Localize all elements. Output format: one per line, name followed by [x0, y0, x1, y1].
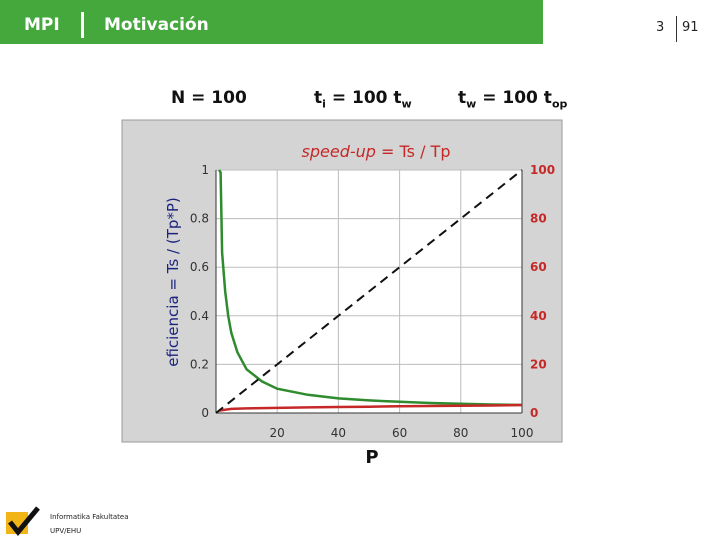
x-tick-3: 80: [453, 426, 468, 440]
y-right-tick-3: 60: [530, 260, 547, 274]
page-divider: [676, 16, 677, 42]
header-bar: MPI Motivación: [0, 0, 543, 44]
footer-faculty: Informatika Fakultatea: [50, 513, 129, 521]
y-right-tick-5: 100: [530, 163, 555, 177]
y-right-tick-0: 0: [530, 406, 538, 420]
param-ti: ti = 100 tw: [314, 88, 412, 111]
x-tick-2: 60: [392, 426, 407, 440]
slide-title: Motivación: [104, 15, 209, 35]
y-left-tick-1: 0.2: [190, 357, 209, 371]
x-tick-1: 40: [331, 426, 346, 440]
page-number: 3: [656, 20, 665, 35]
y-left-tick-4: 0.8: [190, 212, 209, 226]
header-divider: [81, 12, 84, 38]
param-n: N = 100: [171, 88, 247, 108]
series-line-2: [215, 169, 523, 414]
y-right-tick-1: 20: [530, 357, 547, 371]
chart-title: speed-up = Ts / Tp: [302, 142, 451, 161]
param-tw: tw = 100 top: [458, 88, 568, 111]
x-tick-4: 100: [511, 426, 534, 440]
checkmark-icon: [8, 506, 40, 536]
series-line-0: [218, 169, 523, 407]
y-left-tick-0: 0: [201, 406, 209, 420]
faculty-logo: [6, 506, 40, 536]
y-left-tick-3: 0.6: [190, 260, 209, 274]
y-axis-label: eficiencia = Ts / (Tp*P): [164, 197, 182, 367]
footer-university: UPV/EHU: [50, 527, 82, 535]
x-tick-0: 20: [270, 426, 285, 440]
y-left-tick-5: 1: [201, 163, 209, 177]
section-label: MPI: [24, 15, 60, 35]
page-total: 91: [682, 20, 699, 35]
plot-area: 0 0.2 0.4 0.6 0.8 1 0 20 40 60 80 100 20 40 60 80 100: [190, 163, 555, 440]
y-right-tick-2: 40: [530, 309, 547, 323]
series-line-1: [218, 403, 523, 412]
y-left-tick-2: 0.4: [190, 309, 209, 323]
x-axis-label: P: [365, 447, 378, 468]
y-right-tick-4: 80: [530, 212, 547, 226]
